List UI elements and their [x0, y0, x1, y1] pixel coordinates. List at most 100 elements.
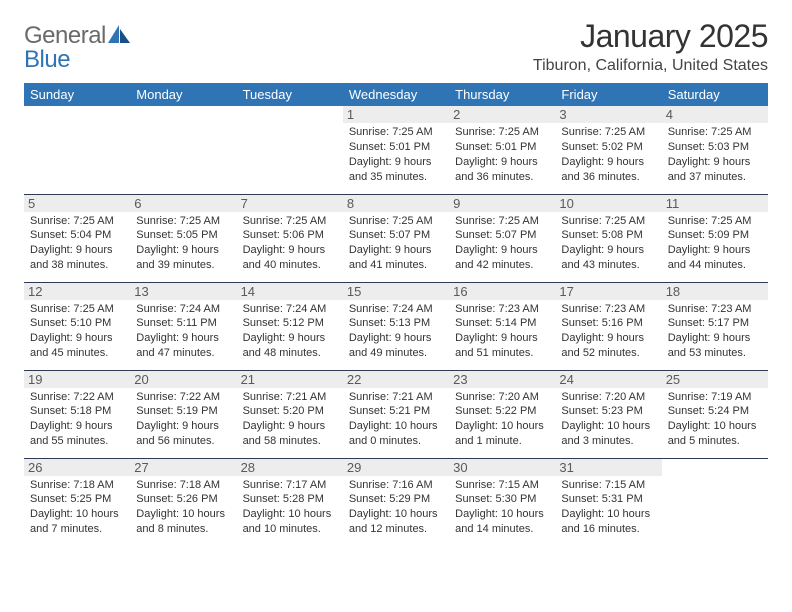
- cell-info: Sunrise: 7:25 AMSunset: 5:03 PMDaylight:…: [668, 125, 762, 184]
- logo-word-general: General: [24, 22, 106, 49]
- cell-info: Sunrise: 7:18 AMSunset: 5:26 PMDaylight:…: [136, 478, 230, 537]
- sail-icon: [108, 24, 130, 48]
- calendar-cell: 3 Sunrise: 7:25 AMSunset: 5:02 PMDaylight…: [555, 106, 661, 194]
- cell-info: Sunrise: 7:17 AMSunset: 5:28 PMDaylight:…: [243, 478, 337, 537]
- day-number: 1: [343, 106, 449, 123]
- day-number: 8: [343, 195, 449, 212]
- day-number: 27: [130, 459, 236, 476]
- calendar-cell: 14 Sunrise: 7:24 AMSunset: 5:12 PMDayligh…: [237, 282, 343, 370]
- calendar-cell: 25 Sunrise: 7:19 AMSunset: 5:24 PMDayligh…: [662, 370, 768, 458]
- calendar-cell: 27 Sunrise: 7:18 AMSunset: 5:26 PMDayligh…: [130, 458, 236, 546]
- calendar-cell: 7Sunrise: 7:25 AMSunset: 5:06 PMDaylight…: [237, 194, 343, 282]
- cell-info: Sunrise: 7:25 AMSunset: 5:07 PMDaylight:…: [349, 214, 443, 273]
- day-number: 6: [130, 195, 236, 212]
- day-number: 3: [555, 106, 661, 123]
- cell-info: Sunrise: 7:25 AMSunset: 5:02 PMDaylight:…: [561, 125, 655, 184]
- cell-info: Sunrise: 7:20 AMSunset: 5:22 PMDaylight:…: [455, 390, 549, 449]
- calendar-cell: 23Sunrise: 7:20 AMSunset: 5:22 PMDayligh…: [449, 370, 555, 458]
- day-number: 4: [662, 106, 768, 123]
- calendar-table: SundayMondayTuesdayWednesdayThursdayFrid…: [24, 83, 768, 546]
- calendar-cell: 21Sunrise: 7:21 AMSunset: 5:20 PMDayligh…: [237, 370, 343, 458]
- location: Tiburon, California, United States: [533, 57, 768, 75]
- day-number: 11: [662, 195, 768, 212]
- day-number: 30: [449, 459, 555, 476]
- day-number: 10: [555, 195, 661, 212]
- cell-info: Sunrise: 7:23 AMSunset: 5:14 PMDaylight:…: [455, 302, 549, 361]
- day-header: Thursday: [449, 83, 555, 106]
- cell-info: Sunrise: 7:25 AMSunset: 5:08 PMDaylight:…: [561, 214, 655, 273]
- title-block: January 2025 Tiburon, California, United…: [533, 18, 768, 75]
- day-number: 15: [343, 283, 449, 300]
- calendar-cell: 2Sunrise: 7:25 AMSunset: 5:01 PMDaylight…: [449, 106, 555, 194]
- cell-info: Sunrise: 7:15 AMSunset: 5:30 PMDaylight:…: [455, 478, 549, 537]
- cell-info: Sunrise: 7:22 AMSunset: 5:19 PMDaylight:…: [136, 390, 230, 449]
- day-number: 28: [237, 459, 343, 476]
- cell-info: Sunrise: 7:25 AMSunset: 5:10 PMDaylight:…: [30, 302, 124, 361]
- cell-info: Sunrise: 7:21 AMSunset: 5:21 PMDaylight:…: [349, 390, 443, 449]
- day-number: 26: [24, 459, 130, 476]
- day-number: 24: [555, 371, 661, 388]
- day-number: 9: [449, 195, 555, 212]
- calendar-cell: [24, 106, 130, 194]
- day-number: 22: [343, 371, 449, 388]
- month-title: January 2025: [533, 18, 768, 55]
- calendar-header-row: SundayMondayTuesdayWednesdayThursdayFrid…: [24, 83, 768, 106]
- day-header: Tuesday: [237, 83, 343, 106]
- cell-info: Sunrise: 7:25 AMSunset: 5:01 PMDaylight:…: [455, 125, 549, 184]
- day-header: Wednesday: [343, 83, 449, 106]
- cell-info: Sunrise: 7:22 AMSunset: 5:18 PMDaylight:…: [30, 390, 124, 449]
- cell-info: Sunrise: 7:25 AMSunset: 5:04 PMDaylight:…: [30, 214, 124, 273]
- calendar-cell: 24 Sunrise: 7:20 AMSunset: 5:23 PMDayligh…: [555, 370, 661, 458]
- calendar-week-row: 12 Sunrise: 7:25 AMSunset: 5:10 PMDayligh…: [24, 282, 768, 370]
- calendar-cell: 13Sunrise: 7:24 AMSunset: 5:11 PMDayligh…: [130, 282, 236, 370]
- day-number: 16: [449, 283, 555, 300]
- cell-info: Sunrise: 7:25 AMSunset: 5:06 PMDaylight:…: [243, 214, 337, 273]
- cell-info: Sunrise: 7:25 AMSunset: 5:05 PMDaylight:…: [136, 214, 230, 273]
- cell-info: Sunrise: 7:25 AMSunset: 5:07 PMDaylight:…: [455, 214, 549, 273]
- calendar-cell: 20Sunrise: 7:22 AMSunset: 5:19 PMDayligh…: [130, 370, 236, 458]
- cell-info: Sunrise: 7:20 AMSunset: 5:23 PMDaylight:…: [561, 390, 655, 449]
- calendar-week-row: 26 Sunrise: 7:18 AMSunset: 5:25 PMDayligh…: [24, 458, 768, 546]
- calendar-cell: 28 Sunrise: 7:17 AMSunset: 5:28 PMDayligh…: [237, 458, 343, 546]
- calendar-week-row: 1 Sunrise: 7:25 AMSunset: 5:01 PMDaylight…: [24, 106, 768, 194]
- cell-info: Sunrise: 7:16 AMSunset: 5:29 PMDaylight:…: [349, 478, 443, 537]
- calendar-cell: 8 Sunrise: 7:25 AMSunset: 5:07 PMDaylight…: [343, 194, 449, 282]
- calendar-cell: 15 Sunrise: 7:24 AMSunset: 5:13 PMDayligh…: [343, 282, 449, 370]
- cell-info: Sunrise: 7:24 AMSunset: 5:12 PMDaylight:…: [243, 302, 337, 361]
- logo: General Blue: [24, 24, 130, 72]
- calendar-cell: 17Sunrise: 7:23 AMSunset: 5:16 PMDayligh…: [555, 282, 661, 370]
- calendar-cell: 9 Sunrise: 7:25 AMSunset: 5:07 PMDaylight…: [449, 194, 555, 282]
- day-number: 19: [24, 371, 130, 388]
- cell-info: Sunrise: 7:15 AMSunset: 5:31 PMDaylight:…: [561, 478, 655, 537]
- calendar-cell: [662, 458, 768, 546]
- logo-text: General Blue: [24, 24, 130, 72]
- day-number: 12: [24, 283, 130, 300]
- calendar-cell: [237, 106, 343, 194]
- calendar-cell: [130, 106, 236, 194]
- cell-info: Sunrise: 7:18 AMSunset: 5:25 PMDaylight:…: [30, 478, 124, 537]
- logo-word-blue: Blue: [24, 46, 70, 73]
- cell-info: Sunrise: 7:24 AMSunset: 5:13 PMDaylight:…: [349, 302, 443, 361]
- day-number: 21: [237, 371, 343, 388]
- cell-info: Sunrise: 7:23 AMSunset: 5:17 PMDaylight:…: [668, 302, 762, 361]
- day-number: 5: [24, 195, 130, 212]
- calendar-cell: 1Sunrise: 7:25 AMSunset: 5:01 PMDaylight…: [343, 106, 449, 194]
- day-number: 25: [662, 371, 768, 388]
- cell-info: Sunrise: 7:25 AMSunset: 5:09 PMDaylight:…: [668, 214, 762, 273]
- day-number: 14: [237, 283, 343, 300]
- calendar-cell: 12 Sunrise: 7:25 AMSunset: 5:10 PMDayligh…: [24, 282, 130, 370]
- calendar-cell: 5 Sunrise: 7:25 AMSunset: 5:04 PMDaylight…: [24, 194, 130, 282]
- cell-info: Sunrise: 7:19 AMSunset: 5:24 PMDaylight:…: [668, 390, 762, 449]
- day-header: Saturday: [662, 83, 768, 106]
- calendar-cell: 22 Sunrise: 7:21 AMSunset: 5:21 PMDayligh…: [343, 370, 449, 458]
- calendar-page: General Blue January 2025 Tiburon, Calif…: [0, 0, 792, 546]
- calendar-cell: 6 Sunrise: 7:25 AMSunset: 5:05 PMDaylight…: [130, 194, 236, 282]
- calendar-cell: 31Sunrise: 7:15 AMSunset: 5:31 PMDayligh…: [555, 458, 661, 546]
- calendar-cell: 19 Sunrise: 7:22 AMSunset: 5:18 PMDayligh…: [24, 370, 130, 458]
- calendar-cell: 26 Sunrise: 7:18 AMSunset: 5:25 PMDayligh…: [24, 458, 130, 546]
- calendar-cell: 16 Sunrise: 7:23 AMSunset: 5:14 PMDayligh…: [449, 282, 555, 370]
- calendar-week-row: 19 Sunrise: 7:22 AMSunset: 5:18 PMDayligh…: [24, 370, 768, 458]
- cell-info: Sunrise: 7:24 AMSunset: 5:11 PMDaylight:…: [136, 302, 230, 361]
- calendar-cell: 29Sunrise: 7:16 AMSunset: 5:29 PMDayligh…: [343, 458, 449, 546]
- calendar-body: 1 Sunrise: 7:25 AMSunset: 5:01 PMDaylight…: [24, 106, 768, 546]
